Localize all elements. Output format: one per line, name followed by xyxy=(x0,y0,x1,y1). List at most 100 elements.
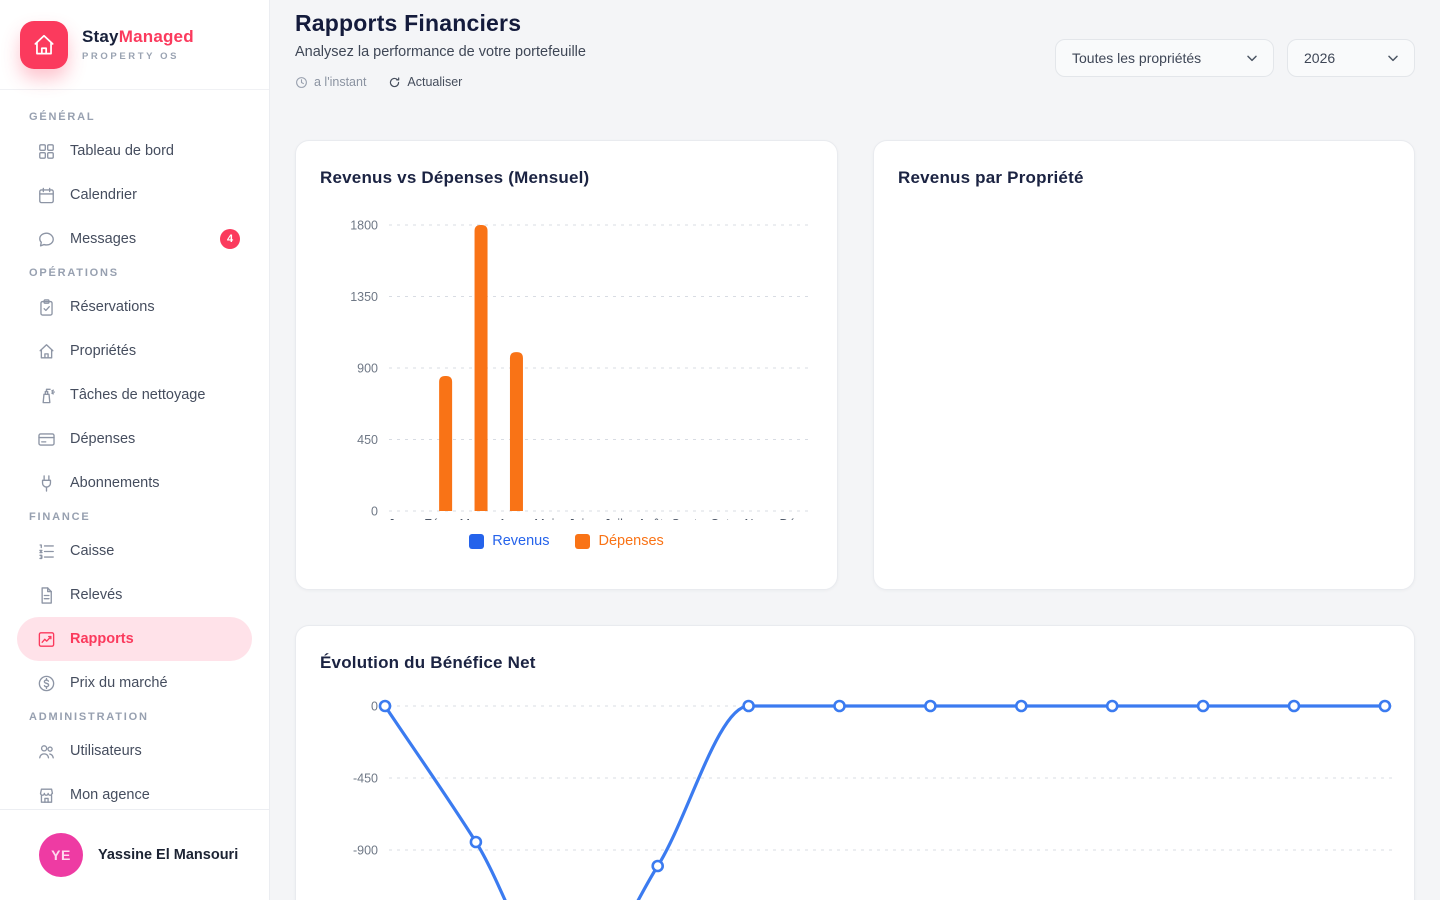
sidebar-item-releves[interactable]: Relevés xyxy=(17,573,252,617)
sidebar-item-label: Calendrier xyxy=(70,187,137,203)
sidebar-item-label: Mon agence xyxy=(70,787,150,803)
sidebar-item-abonnements[interactable]: Abonnements xyxy=(17,461,252,505)
svg-text:Mai: Mai xyxy=(534,517,554,520)
nav-section-label: FINANCE xyxy=(29,511,91,523)
sidebar-item-calendrier[interactable]: Calendrier xyxy=(17,173,252,217)
svg-text:Juil.: Juil. xyxy=(604,517,626,520)
svg-text:Juin: Juin xyxy=(568,517,591,520)
svg-text:-900: -900 xyxy=(353,844,378,858)
svg-text:Janv.: Janv. xyxy=(388,517,417,520)
svg-text:Févr.: Févr. xyxy=(424,517,452,520)
nav-section-label: GÉNÉRAL xyxy=(29,111,96,123)
sidebar-item-caisse[interactable]: Caisse xyxy=(17,529,252,573)
chevron-down-icon xyxy=(1388,55,1398,62)
sidebar-item-depenses[interactable]: Dépenses xyxy=(17,417,252,461)
brand-home-icon xyxy=(20,20,68,69)
year-filter-select[interactable]: 2026 xyxy=(1287,39,1415,77)
svg-text:450: 450 xyxy=(357,433,378,447)
sidebar: StayManaged PROPERTY OS GÉNÉRAL Tableau d… xyxy=(0,0,270,900)
refresh-icon xyxy=(390,76,400,87)
meta-row: a l'instant Actualiser xyxy=(295,75,586,89)
page-header: Rapports Financiers Analysez la performa… xyxy=(295,0,1415,140)
sidebar-item-label: Réservations xyxy=(70,299,155,315)
sidebar-item-messages[interactable]: Messages 4 xyxy=(17,217,252,261)
sidebar-item-tableau-de-bord[interactable]: Tableau de bord xyxy=(17,129,252,173)
filters: Toutes les propriétés 2026 xyxy=(1055,10,1415,77)
home-icon xyxy=(37,342,56,361)
svg-text:Mars: Mars xyxy=(460,517,488,520)
sidebar-item-label: Prix du marché xyxy=(70,675,168,691)
card-evolution-benefice-net: Évolution du Bénéfice Net 0-450-900-1350… xyxy=(295,625,1415,900)
svg-text:Oct.: Oct. xyxy=(710,517,733,520)
sidebar-item-label: Abonnements xyxy=(70,475,160,491)
sidebar-item-label: Relevés xyxy=(70,587,123,603)
plug-icon xyxy=(37,474,56,493)
sidebar-item-label: Messages xyxy=(70,231,137,247)
coin-icon xyxy=(37,674,56,693)
chart-title-revenus-vs-depenses: Revenus vs Dépenses (Mensuel) xyxy=(320,168,590,187)
sidebar-item-label: Utilisateurs xyxy=(70,743,142,759)
card-revenus-vs-depenses: Revenus vs Dépenses (Mensuel) 1800 1350 90… xyxy=(295,140,838,590)
brand-tagline: PROPERTY OS xyxy=(82,50,180,62)
card-icon xyxy=(37,430,56,449)
sidebar-item-label: Caisse xyxy=(70,543,115,559)
svg-text:Déc.: Déc. xyxy=(779,517,805,520)
sidebar-item-rapports[interactable]: Rapports xyxy=(17,617,252,661)
svg-text:-450: -450 xyxy=(353,772,378,786)
charts-row: Revenus vs Dépenses (Mensuel) 1800 1350 90… xyxy=(295,140,1415,590)
grid-icon xyxy=(37,142,56,161)
clock-icon xyxy=(296,76,307,88)
page-header-text: Rapports Financiers Analysez la performa… xyxy=(295,10,586,89)
svg-text:1350: 1350 xyxy=(350,290,378,304)
line-chart-benefice-net: 0-450-900-1350-1800 xyxy=(353,700,1394,900)
property-filter-value: Toutes les propriétés xyxy=(1072,50,1202,66)
brand-text: StayManaged PROPERTY OS xyxy=(82,28,194,62)
svg-text:Sept.: Sept. xyxy=(671,517,700,520)
svg-text:Nov.: Nov. xyxy=(745,517,770,520)
property-filter-select[interactable]: Toutes les propriétés xyxy=(1055,39,1274,77)
unread-count-badge: 4 xyxy=(220,229,240,249)
sidebar-nav: GÉNÉRAL Tableau de bord Calendrier Messages… xyxy=(0,90,269,817)
clipboard-check-icon xyxy=(37,298,56,317)
sidebar-item-prix-du-marche[interactable]: Prix du marché xyxy=(17,661,252,705)
sidebar-item-mon-agence[interactable]: Mon agence xyxy=(17,773,252,817)
spray-icon xyxy=(37,386,56,405)
card-revenus-par-propriete: Revenus par Propriété xyxy=(873,140,1415,590)
refresh-button[interactable]: Actualiser xyxy=(388,75,462,89)
sidebar-item-proprietes[interactable]: Propriétés xyxy=(17,329,252,373)
svg-text:1800: 1800 xyxy=(350,219,378,233)
sidebar-item-utilisateurs[interactable]: Utilisateurs xyxy=(17,729,252,773)
avatar: YE xyxy=(39,833,83,877)
legend-swatch-depenses xyxy=(575,533,591,549)
sidebar-item-reservations[interactable]: Réservations xyxy=(17,285,252,329)
refresh-label: Actualiser xyxy=(407,75,463,89)
user-name: Yassine El Mansouri xyxy=(98,847,239,863)
sidebar-item-label: Dépenses xyxy=(70,431,136,447)
chart-line-icon xyxy=(37,630,56,649)
legend-swatch-revenus xyxy=(469,533,485,549)
users-icon xyxy=(37,742,56,761)
store-icon xyxy=(37,786,56,805)
page-subtitle: Analysez la performance de votre portefe… xyxy=(295,44,586,60)
svg-text:0: 0 xyxy=(371,700,378,714)
chart-title-revenus-par-propriete: Revenus par Propriété xyxy=(898,168,1084,187)
legend-item-revenus[interactable]: Revenus xyxy=(469,533,549,549)
user-profile[interactable]: YE Yassine El Mansouri xyxy=(0,809,269,900)
year-filter-value: 2026 xyxy=(1304,50,1336,66)
main-content: Rapports Financiers Analysez la performa… xyxy=(270,0,1440,900)
sidebar-item-taches-de-nettoyage[interactable]: Tâches de nettoyage xyxy=(17,373,252,417)
legend-label-revenus: Revenus xyxy=(492,533,550,549)
legend-label-depenses: Dépenses xyxy=(598,533,664,549)
sidebar-item-label: Tableau de bord xyxy=(70,143,174,159)
svg-text:0: 0 xyxy=(371,505,378,519)
chevron-down-icon xyxy=(1247,55,1257,62)
bar-chart-revenus-vs-depenses: 1800 1350 900 450 0 Janv. Févr. Mars Avr. Mai Juin… xyxy=(350,219,813,520)
last-updated: a l'instant xyxy=(295,75,366,89)
sidebar-item-label: Propriétés xyxy=(70,343,137,359)
chat-icon xyxy=(37,230,56,249)
legend-item-depenses[interactable]: Dépenses xyxy=(575,533,664,549)
sidebar-item-label: Tâches de nettoyage xyxy=(70,387,206,403)
chart-title-evolution-benefice-net: Évolution du Bénéfice Net xyxy=(320,653,536,672)
nav-section-label: ADMINISTRATION xyxy=(29,711,149,723)
brand-logo[interactable]: StayManaged PROPERTY OS xyxy=(0,0,269,90)
